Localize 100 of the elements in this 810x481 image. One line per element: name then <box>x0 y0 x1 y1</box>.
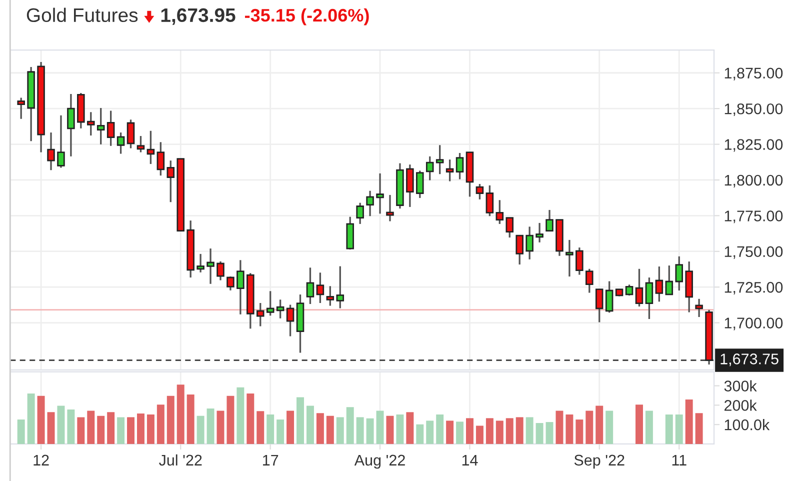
bar <box>107 412 115 444</box>
bar <box>266 414 274 444</box>
y-tick-label: 200k <box>724 400 757 411</box>
bar <box>286 410 294 444</box>
candlestick <box>446 158 454 182</box>
bar <box>506 418 514 444</box>
bar <box>316 413 324 444</box>
candlestick <box>406 164 414 208</box>
bar <box>156 404 164 444</box>
candlestick <box>625 284 634 296</box>
candlestick <box>665 264 674 296</box>
bar <box>366 418 374 444</box>
candlestick <box>366 190 374 217</box>
bar <box>47 412 55 444</box>
x-tick-label: Jul '22 <box>159 454 202 466</box>
bar <box>546 422 554 444</box>
bar <box>176 384 184 444</box>
candlestick <box>166 160 175 203</box>
chart-title: Gold Futures <box>26 8 138 22</box>
candlestick <box>356 202 364 225</box>
candlestick <box>526 226 534 260</box>
candlestick <box>126 118 135 150</box>
y-tick-label: 1,700.00 <box>724 318 783 330</box>
candlestick <box>136 135 145 154</box>
bar <box>606 410 614 444</box>
bar <box>206 408 214 444</box>
bar <box>685 400 693 444</box>
bar <box>336 417 344 444</box>
candlestick <box>336 265 344 310</box>
text: -35.15 (-2.06%) <box>245 8 369 26</box>
y-tick-label: 100.0k <box>724 419 770 430</box>
candlestick <box>57 114 65 169</box>
bar <box>446 420 454 444</box>
candlestick <box>116 132 125 155</box>
candlestick <box>476 183 484 200</box>
bar <box>346 407 354 444</box>
bar <box>476 426 484 444</box>
candlestick <box>216 260 224 282</box>
bar <box>466 418 474 444</box>
candlestick <box>106 110 115 147</box>
candlestick <box>376 172 384 215</box>
bar <box>57 406 65 444</box>
x-tick-label: Sep '22 <box>574 454 624 469</box>
bar <box>436 414 444 444</box>
bar <box>276 420 284 444</box>
bar <box>386 416 394 444</box>
bar <box>356 417 364 444</box>
bar <box>636 404 643 444</box>
bar <box>675 414 683 444</box>
y-tick-label: 1,775.00 <box>724 210 783 224</box>
bar <box>566 414 574 444</box>
bar <box>236 387 244 444</box>
candlestick <box>256 302 264 328</box>
bar <box>456 422 464 444</box>
candlestick <box>17 96 25 120</box>
candlestick <box>416 170 424 199</box>
bar <box>645 410 653 444</box>
candlestick <box>675 256 684 292</box>
candlestick <box>655 266 664 302</box>
candlestick <box>576 246 584 276</box>
x-tick-label: 14 <box>462 454 478 466</box>
candlestick <box>236 259 244 316</box>
candlestick <box>605 280 614 314</box>
y-tick-label: 1,850.00 <box>724 103 783 116</box>
bar <box>526 417 534 444</box>
candlestick <box>196 253 204 274</box>
candlestick <box>86 111 95 136</box>
candlestick <box>226 276 234 292</box>
y-tick-label: 1,750.00 <box>724 246 783 259</box>
bar <box>97 416 105 444</box>
bar <box>27 394 35 444</box>
bar <box>496 420 504 444</box>
y-tick-label: 300k <box>724 380 757 392</box>
bar <box>296 397 304 444</box>
bar <box>67 409 75 444</box>
candlestick <box>516 234 524 266</box>
candlestick <box>286 304 294 338</box>
text: 1,673.95 <box>161 8 236 25</box>
candlestick <box>645 276 654 320</box>
candlestick <box>146 130 155 165</box>
candlestick <box>316 272 324 304</box>
candlestick <box>276 298 284 320</box>
candlestick <box>96 107 105 146</box>
candlestick <box>566 239 574 278</box>
y-tick-label: 1,875.00 <box>724 68 783 80</box>
bar <box>136 414 144 444</box>
y-tick-label: 1,725.00 <box>724 282 783 295</box>
candlestick <box>546 209 554 232</box>
bar <box>536 423 544 444</box>
bar <box>576 420 584 444</box>
bar <box>326 416 334 444</box>
bar <box>17 420 25 444</box>
candlestick <box>595 288 604 324</box>
candlestick <box>506 216 514 238</box>
candlestick <box>436 144 444 175</box>
candlestick <box>326 285 334 307</box>
bar <box>127 417 134 444</box>
bar <box>586 410 594 444</box>
y-tick-label: 1,800.00 <box>724 174 783 188</box>
bar <box>196 416 204 444</box>
